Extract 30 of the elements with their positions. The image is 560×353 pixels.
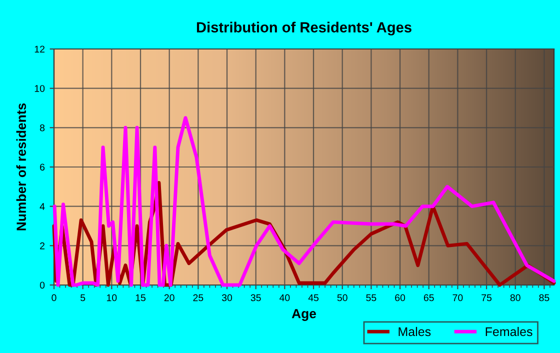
x-tick-label: 20	[164, 294, 174, 302]
x-tick-label: 15	[136, 294, 146, 302]
legend-label: Males	[398, 326, 431, 336]
y-tick-label: 2	[40, 242, 44, 250]
x-tick-label: 80	[510, 294, 520, 302]
x-tick-label: 10	[107, 294, 117, 302]
chart-title: Distribution of Residents' Ages	[196, 22, 412, 36]
y-tick-label: 10	[34, 85, 45, 92]
x-tick-label: 70	[452, 294, 463, 302]
x-tick-label: 85	[539, 294, 550, 302]
legend-label: Females	[486, 326, 532, 336]
x-tick-label: 40	[279, 294, 290, 302]
x-tick-label: 35	[250, 294, 261, 302]
x-tick-label: 55	[366, 294, 376, 302]
y-tick-label: 0	[40, 282, 45, 289]
y-tick-label: 6	[40, 164, 45, 171]
y-tick-label: 8	[40, 124, 45, 132]
x-tick-label: 25	[193, 294, 204, 302]
x-tick-label: 50	[337, 294, 348, 302]
x-tick-label: 75	[482, 294, 492, 302]
x-tick-label: 0	[52, 294, 56, 302]
x-tick-label: 60	[395, 294, 406, 302]
x-axis-title: Age	[292, 309, 316, 321]
x-tick-label: 65	[424, 294, 434, 302]
x-tick-label: 5	[80, 294, 86, 302]
y-tick-label: 4	[40, 203, 45, 210]
x-tick-label: 30	[222, 294, 232, 302]
y-axis-title: Number of residents	[16, 103, 26, 230]
x-tick-label: 45	[308, 294, 319, 302]
y-tick-label: 12	[34, 46, 44, 53]
